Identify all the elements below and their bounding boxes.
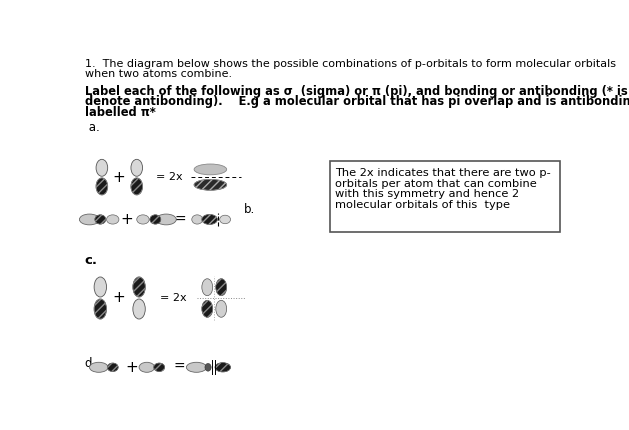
- Text: 1.  The diagram below shows the possible combinations of p-orbitals to form mole: 1. The diagram below shows the possible …: [85, 59, 616, 69]
- Ellipse shape: [89, 362, 108, 372]
- Ellipse shape: [136, 215, 149, 224]
- Ellipse shape: [205, 363, 211, 371]
- Text: = 2x: = 2x: [160, 293, 187, 303]
- Ellipse shape: [154, 363, 165, 372]
- Ellipse shape: [133, 299, 145, 319]
- Ellipse shape: [156, 214, 176, 225]
- Ellipse shape: [192, 215, 203, 224]
- Ellipse shape: [95, 215, 106, 224]
- Ellipse shape: [194, 164, 226, 175]
- Text: a.: a.: [85, 121, 99, 134]
- Text: =: =: [174, 360, 185, 374]
- Text: denote antibonding).    E.g a molecular orbital that has pi overlap and is antib: denote antibonding). E.g a molecular orb…: [85, 95, 629, 108]
- Ellipse shape: [150, 215, 161, 224]
- Ellipse shape: [94, 299, 106, 319]
- Text: = 2x: = 2x: [156, 172, 183, 182]
- Text: +: +: [125, 360, 138, 375]
- Ellipse shape: [194, 179, 226, 190]
- Text: orbitals per atom that can combine: orbitals per atom that can combine: [335, 178, 537, 189]
- Ellipse shape: [131, 160, 143, 176]
- Ellipse shape: [216, 279, 226, 296]
- Ellipse shape: [133, 277, 145, 297]
- Text: molecular orbitals of this  type: molecular orbitals of this type: [335, 200, 510, 210]
- Ellipse shape: [215, 362, 230, 372]
- Text: The 2x indicates that there are two p-: The 2x indicates that there are two p-: [335, 168, 551, 178]
- Ellipse shape: [96, 178, 108, 195]
- Ellipse shape: [79, 214, 99, 225]
- Ellipse shape: [202, 279, 213, 296]
- Ellipse shape: [106, 215, 119, 224]
- Text: =: =: [174, 212, 186, 227]
- Ellipse shape: [216, 300, 226, 317]
- Ellipse shape: [131, 178, 143, 195]
- Text: Label each of the following as σ  (sigma) or π (pi), and bonding or antibonding : Label each of the following as σ (sigma)…: [85, 86, 629, 98]
- Ellipse shape: [202, 300, 213, 317]
- Text: with this symmetry and hence 2: with this symmetry and hence 2: [335, 190, 520, 200]
- Text: labelled π*: labelled π*: [85, 105, 155, 119]
- Ellipse shape: [139, 362, 155, 372]
- Text: d.: d.: [85, 357, 96, 370]
- Ellipse shape: [202, 215, 218, 224]
- Text: when two atoms combine.: when two atoms combine.: [85, 68, 232, 79]
- Text: +: +: [120, 212, 133, 227]
- Ellipse shape: [220, 215, 230, 224]
- Text: b.: b.: [243, 203, 255, 215]
- Ellipse shape: [96, 160, 108, 176]
- Text: c.: c.: [85, 254, 98, 267]
- Text: +: +: [113, 169, 125, 184]
- Ellipse shape: [108, 363, 118, 372]
- Ellipse shape: [186, 362, 206, 372]
- Text: +: +: [113, 291, 125, 305]
- FancyBboxPatch shape: [330, 161, 560, 232]
- Ellipse shape: [94, 277, 106, 297]
